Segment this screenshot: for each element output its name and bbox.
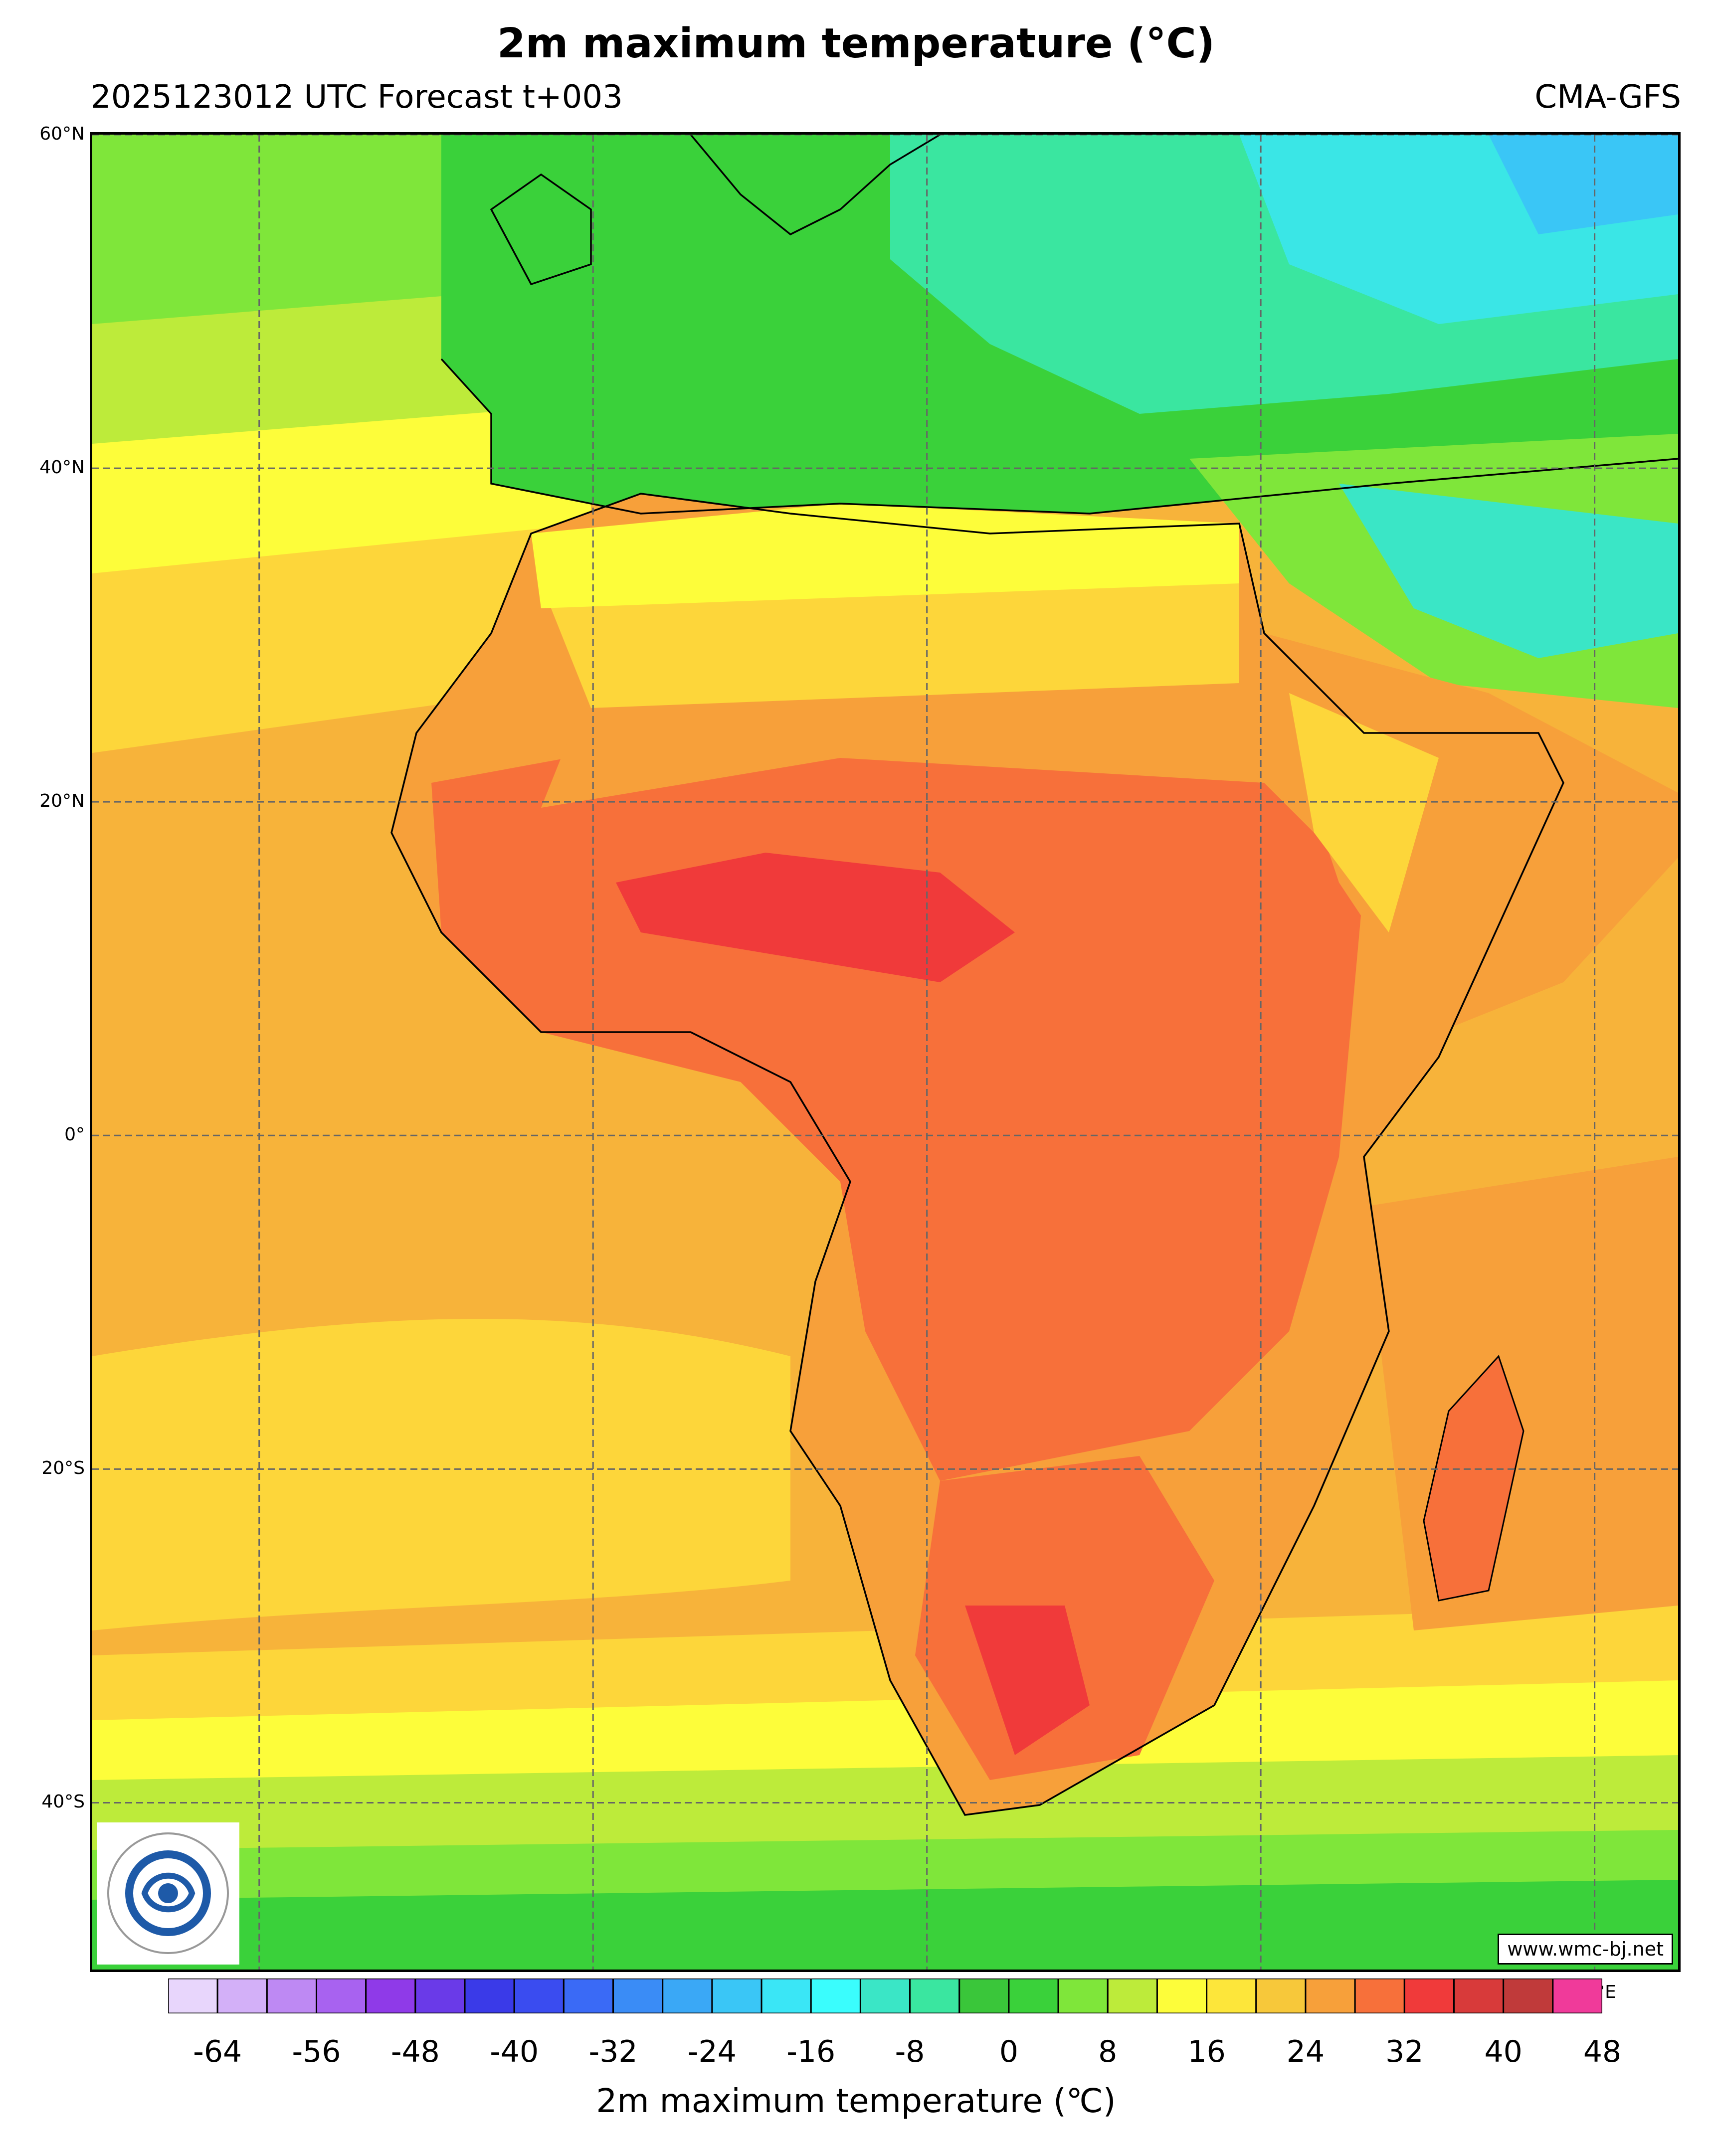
colorbar-segment	[1107, 1978, 1158, 2013]
kalahari-very-hot	[965, 1606, 1090, 1755]
colorbar-tick-label: -32	[588, 2034, 638, 2069]
colorbar-segment	[168, 1978, 218, 2013]
colorbar-segment	[414, 1978, 466, 2013]
colorbar-segment	[612, 1978, 664, 2013]
colorbar	[168, 1978, 1602, 2013]
colorbar-tick-label: -8	[895, 2034, 925, 2069]
colorbar-segment	[958, 1978, 1010, 2013]
scandinavia-coastline	[690, 135, 941, 236]
map-title: 2m maximum temperature (°C)	[497, 20, 1215, 67]
website-label[interactable]: www.wmc-bj.net	[1498, 1934, 1673, 1965]
colorbar-tick-label: -16	[786, 2034, 836, 2069]
colorbar-segment	[266, 1978, 318, 2013]
sahel-very-hot	[616, 853, 1015, 982]
colorbar-segment	[464, 1978, 515, 2013]
colorbar-tick-label: -64	[193, 2034, 242, 2069]
colorbar-tick-label: 24	[1286, 2034, 1325, 2069]
british-isles-coastline	[490, 173, 592, 286]
colorbar-tick-label: 32	[1385, 2034, 1424, 2069]
sahara-north	[541, 573, 1239, 708]
colorbar-segment	[1255, 1978, 1307, 2013]
arabia-interior	[1289, 693, 1439, 932]
colorbar-segment	[1354, 1978, 1405, 2013]
colorbar-segment	[909, 1978, 960, 2013]
colorbar-segment	[711, 1978, 762, 2013]
colorbar-segment	[563, 1978, 614, 2013]
africa-coastline	[390, 493, 1564, 1816]
colorbar-segment	[316, 1978, 367, 2013]
colorbar-segment	[1008, 1978, 1059, 2013]
colorbar-segment	[1057, 1978, 1109, 2013]
colorbar-segment	[513, 1978, 565, 2013]
colorbar-segment	[216, 1978, 268, 2013]
colorbar-tick-label: 16	[1187, 2034, 1226, 2069]
indian-ocean-warm	[1364, 1157, 1678, 1630]
latitude-label: 0°	[64, 1124, 85, 1145]
colorbar-segment	[1403, 1978, 1455, 2013]
colorbar-tick-label: -24	[687, 2034, 737, 2069]
colorbar-segment	[1156, 1978, 1208, 2013]
iran-plateau	[1339, 484, 1678, 658]
colorbar-segment	[1503, 1978, 1554, 2013]
forecast-run-info: 2025123012 UTC Forecast t+003	[91, 79, 623, 116]
latitude-label: 60°N	[39, 124, 85, 144]
mediterranean-coastline	[440, 358, 1678, 515]
madagascar	[1423, 1355, 1524, 1602]
colorbar-segment	[1552, 1978, 1602, 2013]
map-gridlines	[92, 135, 1678, 1970]
colorbar-tick-label: 0	[999, 2034, 1019, 2069]
colorbar-segment	[810, 1978, 861, 2013]
colorbar-segment	[1453, 1978, 1505, 2013]
colorbar-tick-label: 48	[1583, 2034, 1622, 2069]
russia-very-cold	[1489, 135, 1678, 234]
cma-logo	[97, 1822, 239, 1965]
latitude-label: 20°N	[39, 791, 85, 812]
model-name: CMA-GFS	[1534, 79, 1681, 116]
southern-ocean-cold-band	[92, 1880, 1678, 1970]
southern-ocean-band	[92, 1755, 1678, 1860]
colorbar-segment	[859, 1978, 911, 2013]
colorbar-tick-label: 40	[1484, 2034, 1522, 2069]
colorbar-segment	[662, 1978, 713, 2013]
colorbar-segment	[365, 1978, 416, 2013]
colorbar-segment	[1305, 1978, 1356, 2013]
latitude-label: 40°N	[39, 457, 85, 478]
latitude-label: 20°S	[41, 1458, 85, 1479]
colorbar-tick-label: -40	[490, 2034, 539, 2069]
colorbar-segment	[1206, 1978, 1257, 2013]
colorbar-tick-label: -48	[390, 2034, 440, 2069]
colorbar-segment	[761, 1978, 812, 2013]
temperature-map[interactable]: www.wmc-bj.net	[90, 132, 1681, 1972]
map-canvas	[92, 135, 1678, 1970]
latitude-label: 40°S	[41, 1792, 85, 1812]
colorbar-tick-label: -56	[292, 2034, 341, 2069]
south-atlantic-warm-pool	[92, 1319, 790, 1630]
colorbar-title: 2m maximum temperature (℃)	[596, 2082, 1116, 2120]
colorbar-tick-label: 8	[1098, 2034, 1118, 2069]
